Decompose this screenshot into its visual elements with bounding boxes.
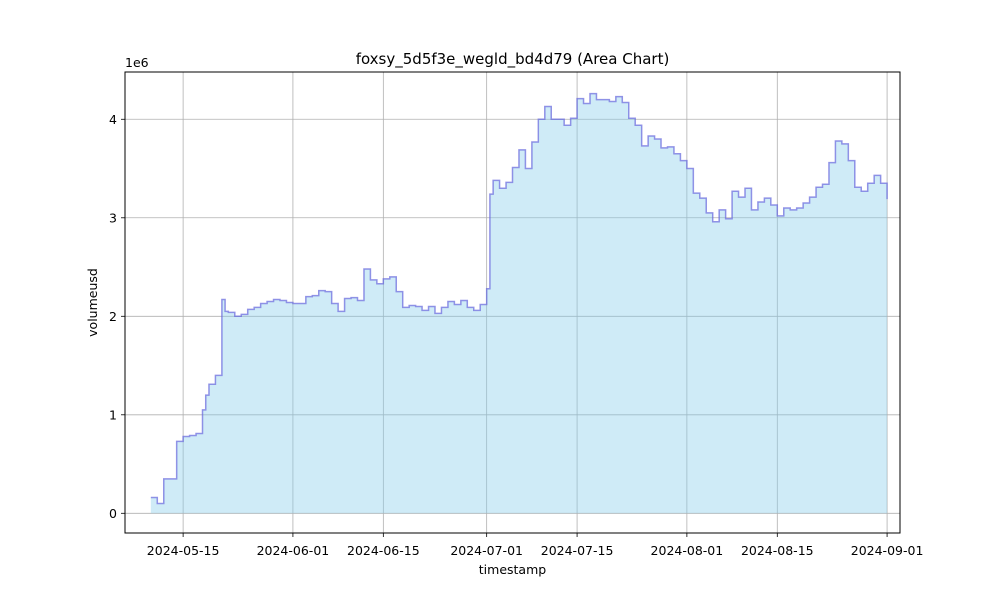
x-tick-label: 2024-09-01 bbox=[851, 543, 924, 558]
x-tick-label: 2024-06-15 bbox=[347, 543, 420, 558]
y-tick-label: 1 bbox=[109, 407, 117, 422]
x-tick-label: 2024-08-15 bbox=[741, 543, 814, 558]
y-tick-label: 0 bbox=[109, 506, 117, 521]
chart-title: foxsy_5d5f3e_wegld_bd4d79 (Area Chart) bbox=[356, 50, 670, 69]
x-tick-label: 2024-06-01 bbox=[257, 543, 330, 558]
x-axis: 2024-05-15 2024-06-01 2024-06-15 2024-07-01… bbox=[147, 533, 924, 558]
y-axis-title: volumeusd bbox=[85, 268, 100, 337]
y-tick-label: 3 bbox=[109, 210, 117, 225]
series-line bbox=[150, 92, 888, 505]
x-tick-label: 2024-05-15 bbox=[147, 543, 220, 558]
y-tick-label: 4 bbox=[109, 112, 117, 127]
x-tick-label: 2024-07-01 bbox=[450, 543, 523, 558]
x-tick-label: 2024-07-15 bbox=[541, 543, 614, 558]
x-axis-title: timestamp bbox=[479, 562, 546, 577]
plot-frame bbox=[124, 71, 901, 534]
y-offset-label: 1e6 bbox=[125, 55, 149, 70]
y-tick-label: 2 bbox=[109, 309, 117, 324]
x-tick-label: 2024-08-01 bbox=[651, 543, 724, 558]
y-axis: 0 1 2 3 4 bbox=[109, 112, 125, 521]
